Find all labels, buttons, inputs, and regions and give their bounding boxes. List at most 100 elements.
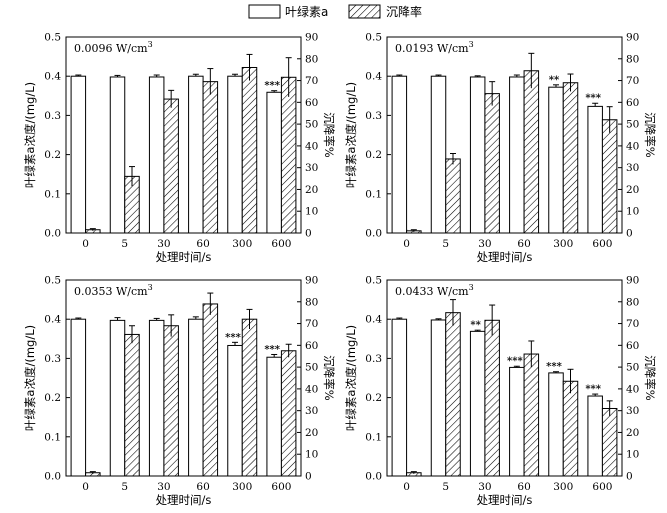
x-tick-label: 30 xyxy=(478,238,491,250)
legend: 叶绿素a 沉降率 xyxy=(248,4,422,19)
right-tick-label: 20 xyxy=(626,184,639,196)
significance-marker: *** xyxy=(264,344,280,355)
x-axis-title: 处理时间/s xyxy=(156,250,212,264)
bar-chlorophyll xyxy=(227,75,243,234)
bar-chlorophyll xyxy=(148,319,165,477)
right-tick-label: 10 xyxy=(305,449,318,461)
x-tick-label: 300 xyxy=(553,238,573,250)
left-tick-label: 0.3 xyxy=(44,110,61,122)
right-tick-label: 90 xyxy=(305,32,318,44)
bar-sedimentation xyxy=(202,81,219,234)
bar-chlorophyll xyxy=(391,75,408,234)
right-tick-label: 50 xyxy=(626,362,639,374)
bar-chlorophyll xyxy=(148,76,165,234)
bar-sedimentation xyxy=(484,93,500,234)
right-tick-label: 70 xyxy=(305,75,318,87)
panel-annotation: 0.0193 W/cm3 xyxy=(395,40,474,55)
right-tick-label: 60 xyxy=(626,340,639,352)
x-tick-label: 600 xyxy=(271,238,291,250)
bar-chlorophyll xyxy=(109,319,126,477)
bar-sedimentation xyxy=(523,70,540,234)
right-tick-label: 80 xyxy=(626,53,639,65)
right-tick-label: 20 xyxy=(626,427,639,439)
right-tick-label: 90 xyxy=(305,275,318,287)
panel-annotation-sup: 3 xyxy=(148,40,153,49)
panel-annotation: 0.0096 W/cm3 xyxy=(74,40,153,55)
bar-sedimentation xyxy=(202,303,219,477)
right-tick-label: 60 xyxy=(305,97,318,109)
x-tick-label: 600 xyxy=(592,481,612,493)
right-tick-label: 40 xyxy=(305,140,318,152)
y-axis-title-left: 叶绿素a浓度/(mg/L) xyxy=(344,82,358,188)
x-tick-label: 5 xyxy=(442,481,449,493)
left-tick-label: 0.2 xyxy=(44,149,61,161)
y-axis-title-right: 沉降率% xyxy=(322,355,336,400)
y-axis-title-left: 叶绿素a浓度/(mg/L) xyxy=(344,325,358,431)
legend-label-chlorophyll: 叶绿素a xyxy=(285,4,328,19)
bar-sedimentation xyxy=(280,76,297,234)
right-tick-label: 40 xyxy=(626,383,639,395)
x-tick-label: 600 xyxy=(592,238,612,250)
x-tick-label: 30 xyxy=(157,238,170,250)
bar-sedimentation xyxy=(445,312,461,477)
bar-chlorophyll xyxy=(509,76,525,234)
bar-sedimentation xyxy=(241,66,258,234)
left-tick-label: 0.2 xyxy=(365,149,382,161)
significance-marker: *** xyxy=(225,332,241,343)
bar-chlorophyll xyxy=(70,318,87,477)
bar-chlorophyll xyxy=(587,105,603,234)
left-tick-label: 0.1 xyxy=(44,188,61,200)
bar-chlorophyll xyxy=(509,366,525,477)
left-tick-label: 0.4 xyxy=(44,314,61,326)
bar-sedimentation xyxy=(163,98,179,234)
left-tick-label: 0.4 xyxy=(365,314,382,326)
right-tick-label: 80 xyxy=(626,296,639,308)
y-axis-title-left: 叶绿素a浓度/(mg/L) xyxy=(23,325,37,431)
right-tick-label: 60 xyxy=(305,340,318,352)
bar-chlorophyll xyxy=(391,318,408,477)
right-tick-label: 0 xyxy=(305,471,312,483)
bar-sedimentation xyxy=(124,333,140,477)
x-tick-label: 300 xyxy=(553,481,573,493)
bar-sedimentation xyxy=(241,318,258,477)
left-tick-label: 0.0 xyxy=(44,228,61,240)
bar-chlorophyll xyxy=(70,75,87,234)
panel-annotation-sup: 3 xyxy=(469,283,474,292)
bar-chlorophyll xyxy=(548,86,564,234)
x-tick-label: 0 xyxy=(403,238,410,250)
significance-marker: ** xyxy=(549,75,560,86)
right-tick-label: 70 xyxy=(626,75,639,87)
right-tick-label: 10 xyxy=(626,449,639,461)
legend-label-sedimentation: 沉降率 xyxy=(386,4,422,19)
x-tick-label: 5 xyxy=(442,238,449,250)
bar-chlorophyll xyxy=(266,91,282,234)
panel-2: 0.0 0.1 0.2 0.3 0.4 0.5 0 10 20 30 40 50 60 70 80 90 0 5 3… xyxy=(344,32,657,265)
x-tick-label: 60 xyxy=(196,238,209,250)
left-tick-label: 0.2 xyxy=(44,392,61,404)
bar-chlorophyll xyxy=(266,356,282,477)
significance-marker: ** xyxy=(470,320,481,331)
left-tick-label: 0.3 xyxy=(365,110,382,122)
right-tick-label: 40 xyxy=(626,140,639,152)
left-tick-label: 0.5 xyxy=(365,32,382,44)
left-tick-label: 0.4 xyxy=(365,71,382,83)
significance-marker: *** xyxy=(546,362,562,373)
right-tick-label: 90 xyxy=(626,32,639,44)
right-tick-label: 30 xyxy=(305,405,318,417)
x-tick-label: 0 xyxy=(82,238,89,250)
plot-frame xyxy=(65,36,302,234)
plot-frame xyxy=(386,279,623,477)
right-tick-label: 50 xyxy=(305,362,318,374)
right-tick-label: 30 xyxy=(626,162,639,174)
y-axis-title-right: 沉降率% xyxy=(643,112,657,157)
significance-marker: *** xyxy=(507,356,523,367)
left-tick-label: 0.5 xyxy=(365,275,382,287)
bar-chlorophyll xyxy=(587,395,603,477)
bar-chlorophyll xyxy=(227,344,243,477)
y-axis-title-right: 沉降率% xyxy=(322,112,336,157)
bar-chlorophyll xyxy=(188,318,204,477)
x-axis-title: 处理时间/s xyxy=(477,493,533,507)
right-tick-label: 10 xyxy=(626,206,639,218)
panel-1: 0.0 0.1 0.2 0.3 0.4 0.5 0 10 20 30 40 50 60 70 80 90 0 5 3… xyxy=(23,32,336,265)
